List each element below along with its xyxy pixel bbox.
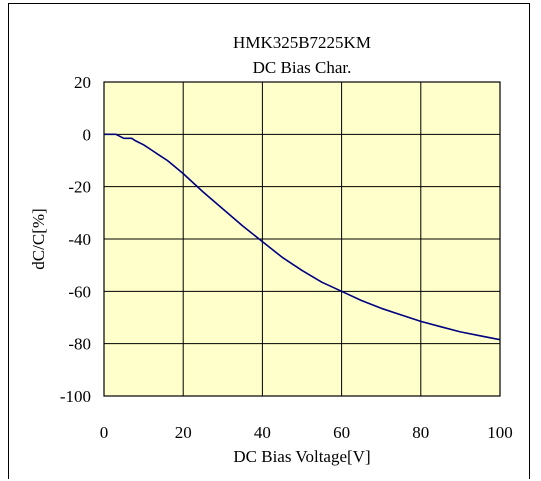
y-axis-label: dC/C[%] xyxy=(29,208,48,269)
chart-frame xyxy=(8,3,530,479)
series-layer xyxy=(104,133,501,341)
y-tick-label: 20 xyxy=(74,73,91,92)
y-tick-label: -100 xyxy=(60,387,91,406)
chart-title: HMK325B7225KM xyxy=(233,33,371,52)
y-tick-label: 0 xyxy=(83,125,92,144)
plot-border xyxy=(103,81,501,397)
x-tick-label: 40 xyxy=(254,423,271,442)
y-tick-label: -40 xyxy=(68,230,91,249)
grid xyxy=(104,82,500,396)
y-tick-label: -60 xyxy=(68,282,91,301)
x-tick-labels: 0 20 40 60 80 100 xyxy=(100,423,513,442)
x-axis-label: DC Bias Voltage[V] xyxy=(233,447,370,466)
y-tick-label: -80 xyxy=(68,335,91,354)
x-tick-label: 0 xyxy=(100,423,109,442)
y-tick-labels: 20 0 -20 -40 -60 -80 -100 xyxy=(60,73,91,406)
series-line xyxy=(104,133,501,341)
x-tick-label: 20 xyxy=(175,423,192,442)
chart-subtitle: DC Bias Char. xyxy=(253,58,352,77)
x-tick-label: 60 xyxy=(333,423,350,442)
y-tick-label: -20 xyxy=(68,178,91,197)
x-tick-label: 80 xyxy=(412,423,429,442)
x-tick-label: 100 xyxy=(487,423,513,442)
